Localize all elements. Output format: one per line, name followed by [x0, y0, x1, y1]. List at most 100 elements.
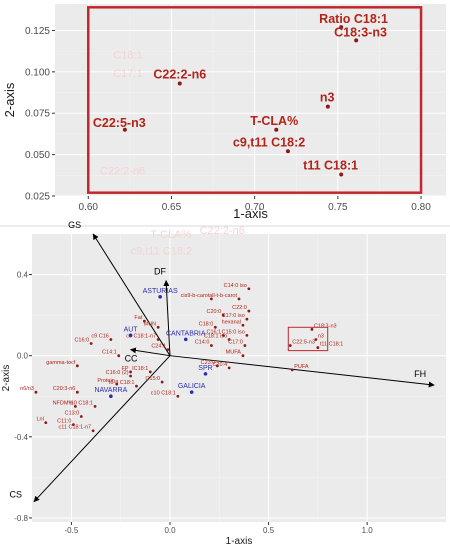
vector-label-cc: CC: [125, 354, 138, 364]
variable-point-c24-1: [166, 348, 170, 352]
variable-label-c9-c18-1-n7: c9 C18:1-n7: [126, 333, 156, 339]
bottom-y-tick-label: -0.8: [14, 514, 28, 523]
variable-point-c18-1-iso: [227, 338, 231, 341]
top-highlight-box: [87, 6, 423, 194]
region-point-galicia: [189, 390, 194, 394]
top-x-axis-title: 1-axis: [233, 206, 268, 221]
bottom-y-tick-label: 0.0: [17, 352, 29, 361]
point-t11-c18-1: [339, 172, 344, 177]
variable-point-c17-0-iso: [245, 317, 249, 321]
variable-label-c14-0: C14:0: [195, 340, 210, 346]
variable-label-fat: Fat: [134, 315, 142, 321]
top-y-tick-label: 0.025: [25, 192, 50, 203]
top-x-tick-label: 0.70: [245, 202, 265, 213]
top-ghost-labels: C18:1 C17:1 C22:2-n6: [100, 50, 145, 178]
variable-label-hexanal: hexanal: [222, 319, 241, 325]
variable-point-mufa: [241, 354, 245, 358]
variable-point-c11-0: [72, 423, 75, 427]
vector-df: [163, 280, 171, 356]
variable-label-c14-1: C14:1: [102, 350, 117, 356]
variable-point-c20-0: [221, 313, 225, 317]
variable-label-c16-0-2: C16:0 (2): [106, 370, 129, 376]
variable-label-c14-0-iso: C14:0 iso: [224, 283, 247, 289]
variable-label-c22-0: C22:0: [232, 305, 247, 311]
top-y-tick-label: 0.125: [25, 26, 50, 37]
variable-point-fp: [129, 370, 132, 374]
point-label-c22-5-n3: C22:5-n3: [93, 116, 146, 130]
variable-label-t10-c18-1: t10 C18:1: [69, 400, 93, 406]
bottom-x-tick-label: 1.0: [362, 526, 374, 535]
region-label-aut: AUT: [124, 326, 139, 333]
top-x-tick-label: 0.80: [411, 202, 431, 213]
variable-point-c14-1: [117, 354, 121, 358]
region-label-galicia: GALICIA: [178, 383, 206, 390]
vector-label-cs: CS: [9, 490, 22, 500]
variable-label-cis9-b-carot: cis9-b-carot: [181, 293, 210, 299]
variable-point-c17-0: [243, 344, 247, 347]
variable-point-c9-c18-1-n7: [156, 338, 160, 341]
variable-label-c23-0: C23:0: [201, 360, 216, 366]
variable-label-c13-0: C13:0: [65, 411, 80, 417]
region-label-spr: SPR: [198, 365, 212, 372]
variable-label-c9-c16: c9 C16: [91, 333, 108, 339]
vector-cc: [129, 347, 171, 357]
variable-point-t11-c18-1: [316, 346, 320, 349]
variable-point-n6-n3: [34, 390, 38, 394]
vector-label-df: DF: [154, 267, 166, 277]
variable-point-nfdm: [73, 404, 77, 408]
region-point-cantabria: [183, 337, 188, 342]
vector-gs: [92, 233, 171, 356]
point-c22-2-n6: [177, 81, 182, 86]
vector-cs: [33, 355, 171, 503]
bottom-vectors: GS DF FH CS CC: [9, 220, 435, 503]
point-label-t11-c18-1: t11 C18:1: [303, 158, 358, 172]
variable-label-c17-0-iso: C17:0 iso: [222, 313, 245, 319]
variable-label-c18-1-iso: C18:1 iso: [204, 333, 227, 339]
point-t-cla: [274, 127, 279, 132]
variable-point-n3: [314, 338, 318, 341]
variable-label-c20-0: C20:0: [207, 309, 222, 315]
variable-point-c13-0: [79, 415, 83, 418]
variable-label-t6-8-c18-1: t6-8 C18:1: [109, 380, 135, 386]
variable-point-c14-0-iso: [247, 287, 251, 291]
variable-point-fat: [142, 319, 146, 323]
variable-label-c24-1: C24:1: [151, 344, 166, 350]
bottom-ghost-label: C22:2-n6: [200, 225, 245, 237]
bottom-regions: ASTURIAS AUT CANTABRIA SPR GALICIA NAVARRA: [94, 288, 213, 398]
point-label-c18-3-n3: C18:3-n3: [334, 25, 387, 39]
bottom-plot-panel: [32, 234, 446, 522]
variable-label-fp: FP: [122, 366, 129, 372]
bottom-highlight-box: [287, 326, 329, 352]
top-y-tick-label: 0.050: [25, 150, 50, 161]
variable-label-c10-c18-1: c10 C18:1: [151, 390, 176, 396]
point-c9-t11-c18-2: [285, 149, 290, 154]
bottom-y-axis-title: 2-axis: [1, 365, 12, 392]
variable-label-c15-0: C15:0: [145, 376, 160, 382]
region-point-navarra: [109, 394, 113, 398]
bottom-y-tick-label: 0.4: [17, 271, 29, 280]
top-y-axis-title: 2-axis: [2, 82, 17, 117]
variable-label-t11-c18-1: t11 C18:1: [320, 342, 343, 348]
point-c22-5-n3: [122, 127, 127, 132]
bottom-tick-labels: -0.5 0.0 0.5 1.0 -0.8 -0.4 0.0 0.4: [14, 271, 373, 535]
variable-point-t6-8-c18-1: [135, 384, 138, 388]
variable-point-c22-5-n3: [288, 344, 292, 347]
variable-label-mun: MUN: [144, 321, 157, 327]
top-ghost-label: C22:2-n6: [100, 165, 145, 177]
variable-label-c15-0-iso: C15:0 iso: [222, 329, 245, 335]
variable-point-cis9-b-carot: [210, 297, 213, 301]
bottom-x-tick-label: 0.0: [164, 526, 176, 535]
variable-point-c16-0: [89, 342, 93, 345]
biplot-chart: T-CLA% C22:2-n6 c9,t11 C18:2 GS DF FH CS CC C1…: [1, 220, 446, 547]
region-point-asturias: [158, 295, 162, 299]
variable-point-ic18-1: [148, 370, 152, 374]
bottom-x-tick-label: 0.5: [263, 526, 275, 535]
point-label-ratio-c18-1: Ratio C18:1: [319, 12, 388, 26]
variable-point-c16-0-2: [129, 374, 132, 378]
point-label-c22-2-n6: C22:2-n6: [153, 67, 206, 81]
top-x-tick-label: 0.75: [328, 202, 348, 213]
variable-point-c20-4: [227, 366, 231, 370]
